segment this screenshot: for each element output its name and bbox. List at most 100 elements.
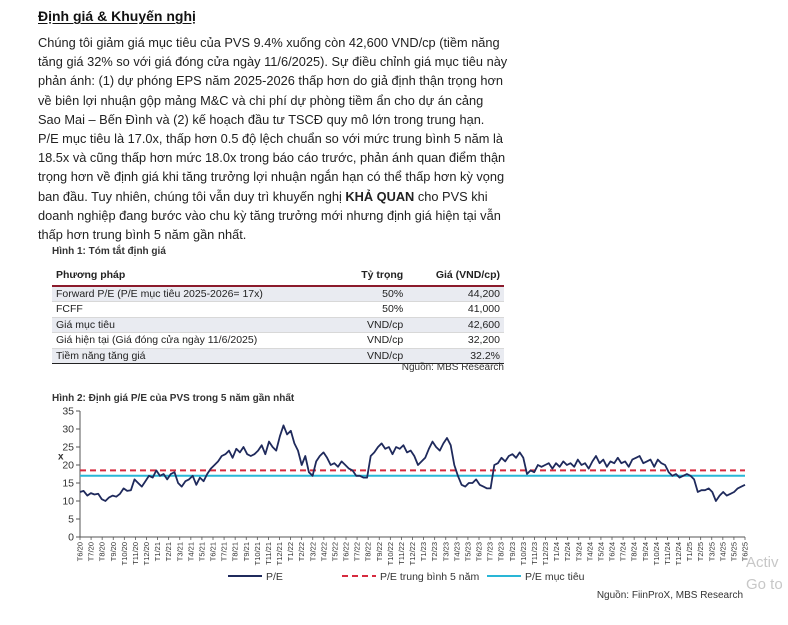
x-tick-label: T8/20 — [98, 542, 107, 561]
x-tick-label: T5/24 — [596, 542, 605, 561]
cell-price: 32,200 — [407, 332, 504, 349]
x-tick-label: T11/23 — [530, 542, 539, 565]
x-tick-label: T8/22 — [364, 542, 373, 561]
cell-weight: 50% — [340, 301, 408, 318]
x-tick-label: T8/23 — [497, 542, 506, 561]
y-axis-label: x — [58, 452, 64, 463]
y-tick-label: 25 — [62, 442, 74, 454]
x-tick-label: T3/21 — [175, 542, 184, 561]
cell-price: 42,600 — [407, 317, 504, 333]
legend-pe-5y-average-label: P/E trung bình 5 năm — [380, 571, 479, 583]
x-tick-label: T10/20 — [120, 542, 129, 565]
x-tick-label: T9/20 — [109, 542, 118, 561]
cell-method: Giá hiện tại (Giá đóng cửa ngày 11/6/202… — [52, 332, 341, 349]
x-tick-label: T1/21 — [153, 542, 162, 561]
y-tick-label: 20 — [62, 460, 74, 472]
activate-windows-watermark: Activ Go to — [746, 554, 783, 593]
x-tick-label: T1/23 — [419, 542, 428, 561]
x-tick-label: T5/23 — [463, 542, 472, 561]
table-row: Giá mục tiêu VND/cp 42,600 — [52, 317, 504, 333]
x-tick-label: T4/25 — [718, 542, 727, 561]
legend-pe-target-label: P/E mục tiêu — [525, 571, 585, 583]
x-tick-label: T11/21 — [264, 542, 273, 565]
cell-method: Giá mục tiêu — [52, 317, 341, 333]
x-tick-label: T1/25 — [685, 542, 694, 561]
table-row: FCFF 50% 41,000 — [52, 301, 504, 318]
x-tick-label: T2/24 — [563, 542, 572, 561]
x-tick-label: T6/25 — [741, 542, 750, 561]
legend-pe-label: P/E — [266, 571, 283, 583]
x-tick-label: T5/22 — [330, 542, 339, 561]
x-tick-label: T8/21 — [231, 542, 240, 561]
x-tick-label: T7/23 — [486, 542, 495, 561]
cell-price: 41,000 — [407, 301, 504, 318]
x-tick-label: T12/20 — [142, 542, 151, 565]
x-tick-label: T2/23 — [430, 542, 439, 561]
x-tick-label: T4/24 — [585, 542, 594, 561]
x-tick-label: T6/21 — [209, 542, 218, 561]
figure2-title: Hình 2: Định giá P/E của PVS trong 5 năm… — [52, 393, 295, 404]
x-tick-label: T7/24 — [619, 542, 628, 561]
figure1-title: Hình 1: Tóm tắt định giá — [52, 246, 166, 257]
x-tick-label: T5/25 — [729, 542, 738, 561]
x-tick-label: T4/22 — [319, 542, 328, 561]
paragraph-text-after: cho PVS khi doanh nghiệp đang bước vào c… — [38, 188, 501, 243]
x-tick-label: T6/20 — [76, 542, 85, 561]
x-tick-label: T8/24 — [630, 542, 639, 561]
y-tick-label: 5 — [68, 514, 74, 526]
x-tick-label: T9/22 — [375, 542, 384, 561]
cell-weight: VND/cp — [340, 348, 408, 364]
cell-weight: 50% — [340, 286, 408, 302]
section-heading: Định giá & Khuyến nghị — [38, 8, 196, 24]
header-price: Giá (VND/cp) — [407, 266, 504, 287]
cell-method: Tiềm năng tăng giá — [52, 348, 341, 364]
valuation-paragraph: Chúng tôi giảm giá mục tiêu của PVS 9.4%… — [38, 33, 508, 244]
x-tick-label: T11/20 — [131, 542, 140, 565]
x-tick-label: T11/24 — [663, 542, 672, 565]
figure2-source: Nguồn: FiinProX, MBS Research — [596, 590, 743, 601]
x-tick-label: T1/24 — [552, 542, 561, 561]
y-tick-label: 30 — [62, 424, 74, 436]
x-tick-label: T3/24 — [574, 542, 583, 561]
x-tick-label: T9/21 — [242, 542, 251, 561]
table-row: Forward P/E (P/E mục tiêu 2025-2026= 17x… — [52, 286, 504, 302]
x-tick-label: T12/22 — [408, 542, 417, 565]
x-tick-label: T5/21 — [197, 542, 206, 561]
x-tick-label: T12/21 — [275, 542, 284, 565]
y-tick-label: 15 — [62, 478, 74, 490]
cell-price: 32.2% — [407, 348, 504, 364]
rating-text: KHẢ QUAN — [345, 188, 415, 204]
table-header-row: Phương pháp Tỷ trọng Giá (VND/cp) — [52, 266, 504, 287]
x-tick-label: T2/21 — [164, 542, 173, 561]
figure1-source: Nguồn: MBS Research — [401, 362, 504, 373]
x-tick-label: T3/23 — [441, 542, 450, 561]
y-tick-label: 10 — [62, 496, 74, 508]
table-row: Giá hiện tại (Giá đóng cửa ngày 11/6/202… — [52, 332, 504, 349]
x-tick-label: T10/24 — [652, 542, 661, 565]
cell-weight: VND/cp — [340, 332, 408, 349]
x-tick-label: T11/22 — [397, 542, 406, 565]
cell-price: 44,200 — [407, 286, 504, 302]
header-method: Phương pháp — [52, 266, 341, 287]
x-tick-label: T9/24 — [641, 542, 650, 561]
series-line-pe — [79, 424, 746, 502]
header-weight: Tỷ trọng — [340, 266, 408, 287]
x-tick-label: T6/22 — [342, 542, 351, 561]
x-tick-label: T6/23 — [475, 542, 484, 561]
x-tick-label: T7/21 — [220, 542, 229, 561]
x-tick-label: T4/21 — [186, 542, 195, 561]
y-tick-label: 0 — [68, 532, 74, 544]
x-tick-label: T1/22 — [286, 542, 295, 561]
table-row: Tiềm năng tăng giá VND/cp 32.2% — [52, 348, 504, 364]
x-tick-label: T9/23 — [508, 542, 517, 561]
x-tick-label: T2/22 — [297, 542, 306, 561]
paragraph-text-before: Chúng tôi giảm giá mục tiêu của PVS 9.4%… — [38, 35, 508, 204]
x-tick-label: T7/20 — [87, 542, 96, 561]
x-tick-label: T4/23 — [452, 542, 461, 561]
x-tick-label: T12/23 — [541, 542, 550, 565]
y-tick-label: 35 — [62, 406, 74, 418]
x-tick-label: T3/22 — [308, 542, 317, 561]
x-tick-label: T12/24 — [674, 542, 683, 565]
valuation-summary-table: Phương pháp Tỷ trọng Giá (VND/cp) Forwar… — [52, 266, 504, 364]
